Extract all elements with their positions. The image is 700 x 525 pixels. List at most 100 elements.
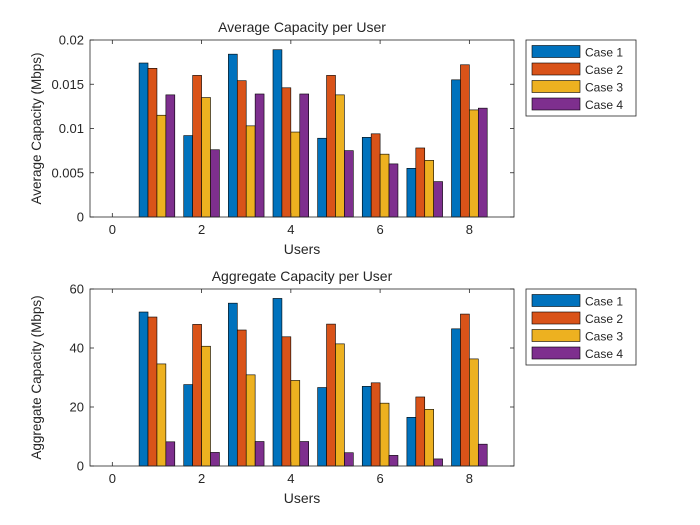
x-tick-label: 8 [466,471,473,486]
y-tick-label: 0.02 [59,33,84,48]
bar-case-2-user-5 [326,323,336,467]
bar-case-2-user-3 [236,80,247,218]
bar-case-1-user-5 [317,137,327,218]
x-tick-label: 6 [376,471,383,486]
bar-case-3-user-8 [469,358,479,467]
axes-box [89,288,515,467]
bar-case-4-user-8 [477,443,488,467]
y-tick-label: 20 [70,400,84,415]
y-tick-label: 60 [70,282,84,297]
bar-case-4-user-1 [165,441,176,467]
legend: Case 1 Case 2 Case 3 Case 4 [525,39,637,117]
bar-case-1-user-3 [228,302,238,467]
bar-case-4-user-6 [388,163,399,218]
x-tick-label: 4 [287,471,294,486]
legend-swatch [531,294,581,307]
bar-case-2-user-8 [460,313,470,467]
legend-swatch [531,329,581,342]
chart-title: Aggregate Capacity per User [212,268,393,284]
bar-case-2-user-3 [236,329,247,467]
bar-case-3-user-1 [156,363,167,467]
bar-case-1-user-2 [183,135,193,218]
bar-case-2-user-7 [415,396,426,467]
bar-case-1-user-3 [228,53,238,218]
bar-case-1-user-1 [138,62,149,218]
y-tick-label: 40 [70,341,84,356]
bar-case-3-user-3 [245,125,256,218]
bar-case-3-user-5 [335,94,345,218]
bar-case-2-user-6 [370,382,381,467]
legend-swatch [531,346,581,360]
bar-case-4-user-3 [254,93,265,218]
bar-case-4-user-2 [210,452,220,467]
bar-case-1-user-6 [361,386,372,467]
y-tick-label: 0.01 [59,121,84,136]
y-tick-label: 0.015 [51,77,84,92]
bar-case-2-user-4 [281,87,292,218]
bar-case-2-user-2 [192,324,202,467]
x-tick-label: 0 [109,471,116,486]
aggregate-capacity-chart: 0 2 4 6 8 0 20 40 60 Aggregate Capacity per User U… [29,268,637,506]
bar-case-3-user-3 [245,374,256,467]
x-tick-label: 8 [466,222,473,237]
bar-case-2-user-5 [326,75,336,218]
bar-case-4-user-5 [344,150,354,218]
bar-case-1-user-4 [272,49,283,218]
legend-swatch [531,311,581,325]
bar-case-3-user-7 [424,409,434,467]
x-tick-label: 2 [198,471,205,486]
y-tick-label: 0 [77,210,84,225]
bar-case-4-user-6 [388,455,399,467]
bar-case-3-user-4 [290,380,301,467]
bar-case-1-user-7 [406,168,417,218]
bar-case-2-user-4 [281,336,292,467]
x-tick-label: 6 [376,222,383,237]
legend: Case 1 Case 2 Case 3 Case 4 [525,288,637,366]
y-axis-label: Aggregate Capacity (Mbps) [29,295,44,459]
bar-case-1-user-2 [183,384,193,467]
bar-case-2-user-1 [147,68,158,218]
bar-case-2-user-8 [460,64,470,218]
bar-case-1-user-6 [361,137,372,218]
legend-label: Case 2 [585,63,623,77]
legend-swatch [531,97,581,111]
bar-case-4-user-3 [254,441,265,467]
legend-label: Case 1 [585,295,623,309]
bar-case-3-user-7 [424,160,434,218]
bar-case-3-user-2 [201,97,211,218]
legend-label: Case 4 [585,347,623,361]
chart-title: Average Capacity per User [218,19,386,35]
bar-case-4-user-7 [433,458,443,467]
bar-case-1-user-7 [406,417,417,467]
average-capacity-chart: 0 2 4 6 8 0 0.005 0.01 0.015 0.02 Average Capacity… [29,19,637,257]
y-tick-label: 0.005 [51,165,84,180]
bar-case-2-user-1 [147,316,158,467]
bar-case-2-user-2 [192,75,202,218]
legend-label: Case 3 [585,81,623,95]
legend-label: Case 2 [585,312,623,326]
bar-case-4-user-4 [299,93,309,218]
legend-swatch [531,62,581,76]
bar-case-3-user-4 [290,131,301,218]
bar-case-4-user-5 [344,452,354,467]
bar-case-1-user-1 [138,311,149,467]
legend-swatch [531,80,581,93]
bar-case-4-user-7 [433,181,443,218]
bar-case-3-user-5 [335,343,345,467]
legend-label: Case 1 [585,46,623,60]
bar-case-4-user-4 [299,441,309,467]
bar-case-3-user-8 [469,109,479,218]
x-tick-label: 0 [109,222,116,237]
x-tick-label: 2 [198,222,205,237]
bar-case-4-user-1 [165,94,176,218]
x-tick-label: 4 [287,222,294,237]
legend-label: Case 4 [585,98,623,112]
bar-case-3-user-1 [156,114,167,218]
bar-case-2-user-6 [370,133,381,218]
bar-case-1-user-8 [451,79,461,218]
bar-case-4-user-8 [477,107,488,218]
x-axis-label: Users [284,490,321,506]
x-axis-label: Users [284,241,321,257]
bar-case-4-user-2 [210,149,220,218]
